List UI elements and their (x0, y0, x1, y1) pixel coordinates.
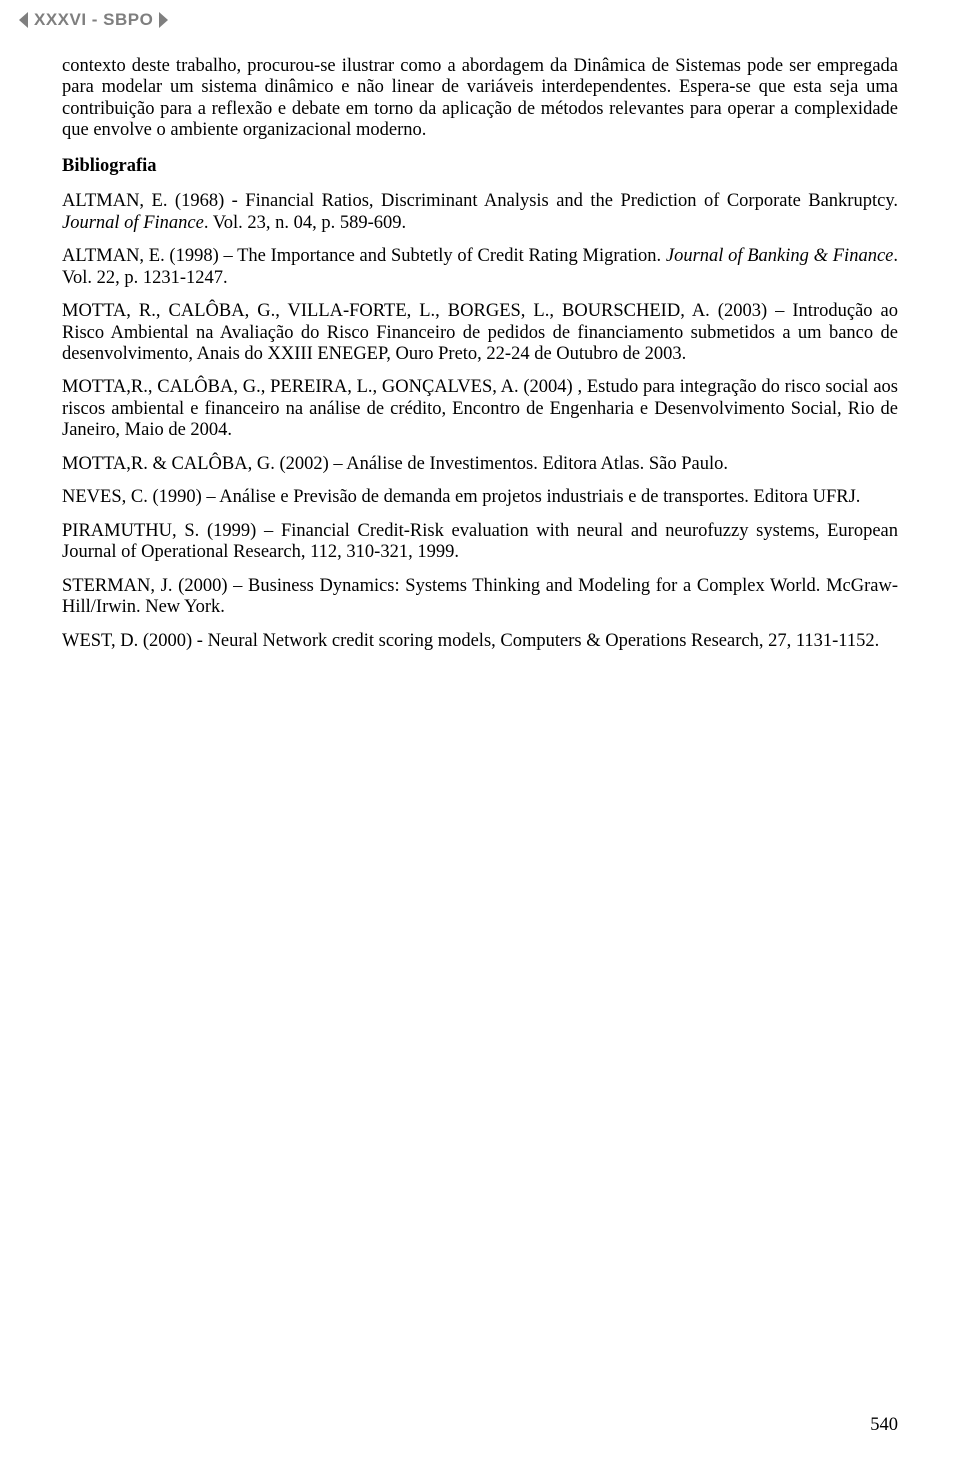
ref-text: ALTMAN, E. (1998) – The Importance and S… (62, 246, 666, 266)
reference-item: STERMAN, J. (2000) – Business Dynamics: … (62, 576, 898, 619)
ref-text: ALTMAN, E. (1968) - Financial Ratios, Di… (62, 191, 898, 211)
ref-journal: Journal of Banking & Finance (666, 246, 894, 266)
reference-item: MOTTA,R. & CALÔBA, G. (2002) – Análise d… (62, 454, 898, 475)
intro-paragraph: contexto deste trabalho, procurou-se ilu… (62, 56, 898, 142)
header-label: XXXVI - SBPO (34, 10, 153, 30)
section-title-bibliografia: Bibliografia (62, 156, 898, 177)
page-number: 540 (870, 1415, 898, 1436)
reference-item: PIRAMUTHU, S. (1999) – Financial Credit-… (62, 521, 898, 564)
reference-item: MOTTA, R., CALÔBA, G., VILLA-FORTE, L., … (62, 301, 898, 365)
reference-item: WEST, D. (2000) - Neural Network credit … (62, 631, 898, 652)
ref-text: . Vol. 23, n. 04, p. 589-609. (204, 213, 406, 233)
arrow-right-icon (159, 12, 169, 28)
reference-item: NEVES, C. (1990) – Análise e Previsão de… (62, 487, 898, 508)
page-content: contexto deste trabalho, procurou-se ilu… (62, 56, 898, 664)
page-header: XXXVI - SBPO (18, 10, 169, 30)
ref-journal: Journal of Finance (62, 213, 204, 233)
reference-item: MOTTA,R., CALÔBA, G., PEREIRA, L., GONÇA… (62, 377, 898, 441)
reference-item: ALTMAN, E. (1968) - Financial Ratios, Di… (62, 191, 898, 234)
reference-item: ALTMAN, E. (1998) – The Importance and S… (62, 246, 898, 289)
arrow-left-icon (18, 12, 28, 28)
